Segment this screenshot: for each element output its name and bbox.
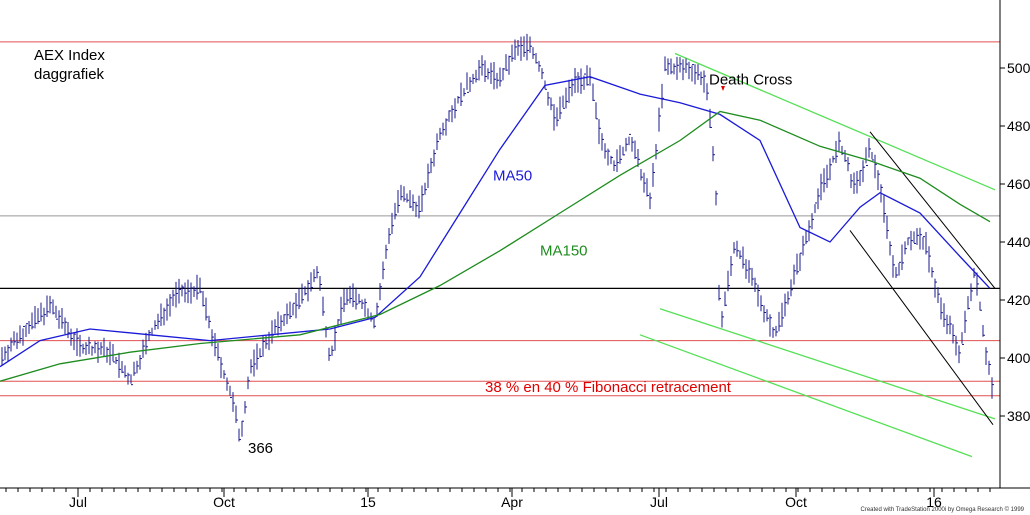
annotation-label-2: Death Cross (709, 72, 792, 89)
trend-line-2 (639, 334, 973, 458)
x-tick-label: 15 (360, 494, 376, 510)
series-line-ma150 (0, 110, 991, 382)
chart-subtitle: daggrafiek (34, 66, 105, 83)
annotation-label-4: 366 (248, 440, 273, 457)
death-cross-arrow (721, 86, 725, 91)
trend-lines (639, 52, 996, 458)
trend-line-0 (674, 52, 996, 191)
x-axis-ticks: Jul Oct 15 Apr Jul Oct 16 (5, 488, 991, 510)
trend-line-4 (849, 230, 994, 425)
y-tick-label: 440 (1007, 234, 1030, 250)
price-bars (1, 33, 994, 442)
y-tick-label: 420 (1007, 292, 1030, 308)
down-arrow-icon (721, 86, 725, 91)
annotations: MA50 MA150 Death Cross 38 % en 40 % Fibonac… (248, 72, 792, 457)
trend-line-1 (659, 308, 996, 420)
chart-title-block: AEX Index daggrafiek (34, 46, 105, 84)
trend-line-3 (869, 131, 996, 289)
horizontal-levels (0, 41, 1000, 397)
y-tick-label: 380 (1007, 408, 1030, 424)
y-tick-label: 480 (1007, 118, 1030, 134)
annotation-label-3: 38 % en 40 % Fibonacci retracement (485, 379, 732, 396)
chart-title: AEX Index (34, 47, 105, 64)
y-axis-ticks: 380 400 420 440 460 480 500 (1000, 60, 1030, 424)
tradestation-credit: Created with TradeStation 2000i by Omega… (860, 507, 1024, 513)
x-tick-label: Jul (650, 494, 668, 510)
x-tick-label: Oct (785, 494, 807, 510)
annotation-label-1: MA150 (540, 243, 588, 260)
moving-averages (0, 76, 991, 382)
series-line-ma50 (0, 76, 991, 368)
y-tick-label: 460 (1007, 176, 1030, 192)
y-tick-label: 400 (1007, 350, 1030, 366)
y-tick-label: 500 (1007, 60, 1030, 76)
x-tick-label: 16 (926, 494, 942, 510)
x-tick-label: Apr (501, 494, 523, 510)
x-tick-label: Oct (213, 494, 235, 510)
x-tick-label: Jul (69, 494, 87, 510)
annotation-label-0: MA50 (493, 167, 532, 184)
